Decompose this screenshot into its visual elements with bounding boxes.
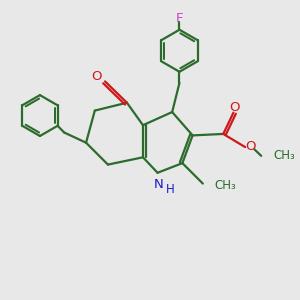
- Text: O: O: [230, 101, 240, 114]
- Text: F: F: [176, 12, 183, 25]
- Text: H: H: [166, 183, 175, 196]
- Text: N: N: [154, 178, 164, 191]
- Text: O: O: [92, 70, 102, 83]
- Text: CH₃: CH₃: [274, 149, 295, 162]
- Text: O: O: [246, 140, 256, 153]
- Text: CH₃: CH₃: [214, 178, 236, 191]
